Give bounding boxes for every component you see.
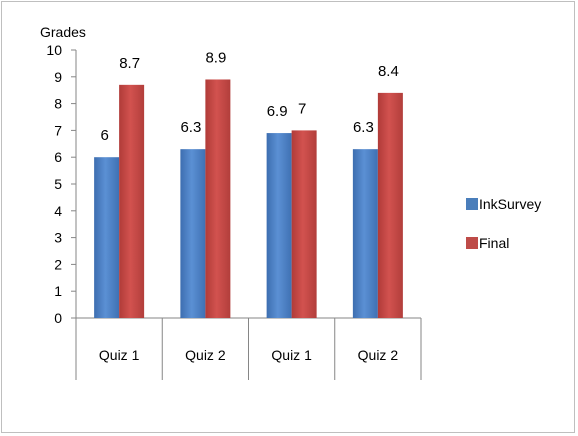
y-axis-title: Grades <box>40 24 86 40</box>
y-tick-label: 1 <box>54 283 62 299</box>
x-tick-label: Quiz 2 <box>185 347 226 363</box>
legend-swatch-inksurvey <box>466 198 478 210</box>
legend-label: Final <box>479 235 509 251</box>
y-tick-label: 7 <box>54 122 62 138</box>
y-tick-label: 6 <box>54 149 62 165</box>
bar-inksurvey <box>266 133 292 318</box>
bar-final <box>377 92 403 318</box>
y-tick-label: 8 <box>54 96 62 112</box>
data-label: 7 <box>298 100 306 117</box>
y-tick-label: 3 <box>54 230 62 246</box>
data-label: 8.4 <box>378 63 399 80</box>
data-label: 8.7 <box>119 55 140 72</box>
bar-final <box>205 79 231 318</box>
bar-inksurvey <box>94 157 120 318</box>
data-label: 8.9 <box>205 49 226 66</box>
x-tick-label: Quiz 1 <box>99 347 140 363</box>
legend-swatch-final <box>466 237 478 249</box>
data-label: 6.3 <box>353 119 374 136</box>
bar-final <box>291 130 317 318</box>
x-tick-label: Quiz 2 <box>358 347 399 363</box>
data-label: 6 <box>100 127 108 144</box>
legend-label: InkSurvey <box>479 196 541 212</box>
plot-area: 0 1 2 3 4 5 6 7 8 9 10 Quiz 1 Quiz 2 Quiz 1 Quiz 2 6 6.3… <box>46 42 422 380</box>
y-tick-label: 0 <box>54 310 62 326</box>
bar-inksurvey <box>180 149 206 318</box>
y-tick-label: 5 <box>54 176 62 192</box>
data-label: 6.3 <box>180 119 201 136</box>
bar-inksurvey <box>352 149 378 318</box>
bar-final <box>119 84 145 318</box>
y-tick-label: 9 <box>54 69 62 85</box>
y-tick-label: 10 <box>46 42 62 58</box>
x-tick-label: Quiz 1 <box>271 347 312 363</box>
y-tick-label: 2 <box>54 256 62 272</box>
legend: InkSurvey Final <box>466 196 541 251</box>
y-tick-label: 4 <box>54 203 62 219</box>
data-label: 6.9 <box>267 103 288 120</box>
